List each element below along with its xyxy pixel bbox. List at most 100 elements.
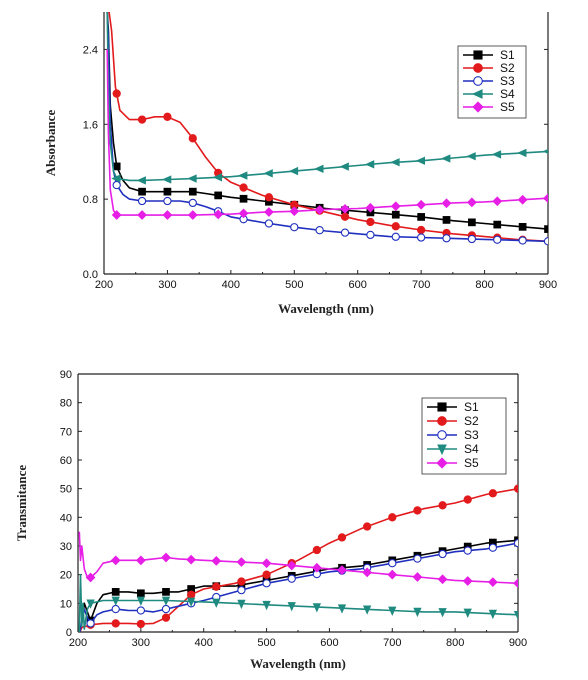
- x-tick-label: 500: [285, 279, 303, 291]
- data-point-s3: [237, 585, 246, 595]
- data-point-s2: [388, 513, 397, 522]
- data-point-s5: [110, 555, 121, 566]
- data-point-s5: [517, 194, 528, 205]
- series-s4: [78, 573, 518, 632]
- data-point-s3: [366, 230, 375, 240]
- data-point-s4: [212, 173, 223, 182]
- data-point-s2: [488, 489, 498, 498]
- y-tick-label: 1.6: [83, 119, 98, 131]
- data-point-s4: [491, 150, 502, 159]
- data-point-s3: [467, 234, 477, 244]
- data-point-s4: [288, 166, 299, 176]
- data-point-s5: [162, 210, 173, 220]
- data-point-s3: [136, 606, 146, 615]
- series-line-s2: [107, 12, 548, 243]
- data-point-s4: [339, 162, 349, 171]
- y-tick-label: 2.4: [83, 44, 98, 56]
- legend-label-s2: S2: [464, 414, 479, 428]
- data-point-s5: [161, 552, 171, 563]
- data-point-s4: [337, 604, 347, 614]
- series-s1: [106, 12, 548, 233]
- x-tick-label: 400: [195, 637, 213, 649]
- data-point-s1: [417, 213, 425, 221]
- data-point-s5: [487, 577, 498, 587]
- data-point-s3: [463, 546, 472, 555]
- data-point-s5: [362, 567, 373, 578]
- legend-label-s5: S5: [464, 456, 479, 470]
- legend-label-s1: S1: [464, 400, 479, 414]
- data-point-s3: [315, 226, 324, 235]
- data-point-s1: [391, 210, 400, 219]
- data-point-s3: [416, 233, 426, 242]
- data-point-s5: [236, 557, 247, 567]
- data-point-s3: [188, 198, 197, 208]
- data-point-s4: [187, 174, 197, 183]
- data-point-s4: [364, 160, 375, 169]
- series-line-s3: [79, 542, 518, 632]
- series-s2: [79, 484, 518, 632]
- y-tick-label: 30: [60, 541, 72, 553]
- y-tick-label: 80: [60, 398, 72, 410]
- data-point-s1: [188, 187, 197, 196]
- x-tick-label: 500: [257, 637, 275, 649]
- data-point-s5: [289, 206, 300, 217]
- data-point-s4: [262, 600, 271, 611]
- data-point-s1: [239, 194, 248, 203]
- data-point-s2: [111, 619, 120, 628]
- legend-marker-s2: [437, 416, 447, 426]
- data-point-s2: [264, 193, 274, 202]
- y-tick-label: 20: [60, 570, 72, 582]
- legend-label-s4: S4: [464, 442, 479, 456]
- y-tick-label: 0.0: [83, 269, 98, 281]
- y-tick-label: 10: [60, 598, 72, 610]
- data-point-s5: [462, 576, 473, 586]
- data-point-s5: [441, 198, 452, 209]
- data-point-s4: [542, 148, 548, 154]
- data-point-s3: [442, 234, 451, 243]
- data-point-s2: [391, 222, 400, 231]
- legend-marker-s3: [473, 76, 483, 86]
- x-tick-label: 300: [158, 279, 176, 291]
- legend-marker-s1: [437, 402, 447, 412]
- series-s3: [79, 538, 518, 632]
- data-point-s4: [390, 158, 400, 167]
- x-tick-label: 600: [320, 637, 338, 649]
- data-point-s4: [287, 602, 296, 612]
- data-point-s4: [238, 171, 248, 180]
- data-point-s2: [340, 212, 350, 221]
- x-tick-label: 900: [539, 279, 557, 291]
- y-tick-label: 70: [60, 426, 72, 438]
- data-point-s2: [312, 545, 322, 555]
- data-point-s3: [340, 228, 350, 237]
- series-s5: [106, 49, 548, 220]
- data-point-s5: [311, 562, 322, 573]
- data-point-s4: [415, 156, 425, 165]
- data-point-s5: [543, 193, 548, 204]
- legend-label-s5: S5: [500, 100, 515, 114]
- legend-label-s4: S4: [500, 87, 515, 101]
- data-point-s2: [237, 577, 246, 586]
- data-point-s2: [262, 570, 271, 579]
- y-tick-label: 90: [60, 369, 72, 381]
- data-point-s4: [136, 596, 146, 606]
- data-point-s1: [214, 191, 223, 200]
- data-point-s5: [390, 201, 401, 212]
- series-line-s1: [79, 539, 518, 632]
- data-point-s3: [262, 579, 271, 588]
- series-s5: [78, 531, 518, 589]
- data-point-s1: [468, 218, 476, 227]
- data-point-s2: [163, 112, 172, 121]
- data-point-s2: [136, 619, 146, 629]
- y-tick-label: 0: [66, 627, 72, 639]
- data-point-s4: [161, 596, 171, 606]
- legend-label-s2: S2: [500, 61, 515, 75]
- series-line-s4: [78, 573, 518, 632]
- x-tick-label: 700: [383, 637, 401, 649]
- data-point-s5: [187, 210, 198, 220]
- y-tick-label: 0.8: [83, 194, 98, 206]
- x-tick-label: 900: [509, 637, 527, 649]
- data-point-s4: [212, 598, 221, 608]
- data-point-s2: [188, 134, 197, 143]
